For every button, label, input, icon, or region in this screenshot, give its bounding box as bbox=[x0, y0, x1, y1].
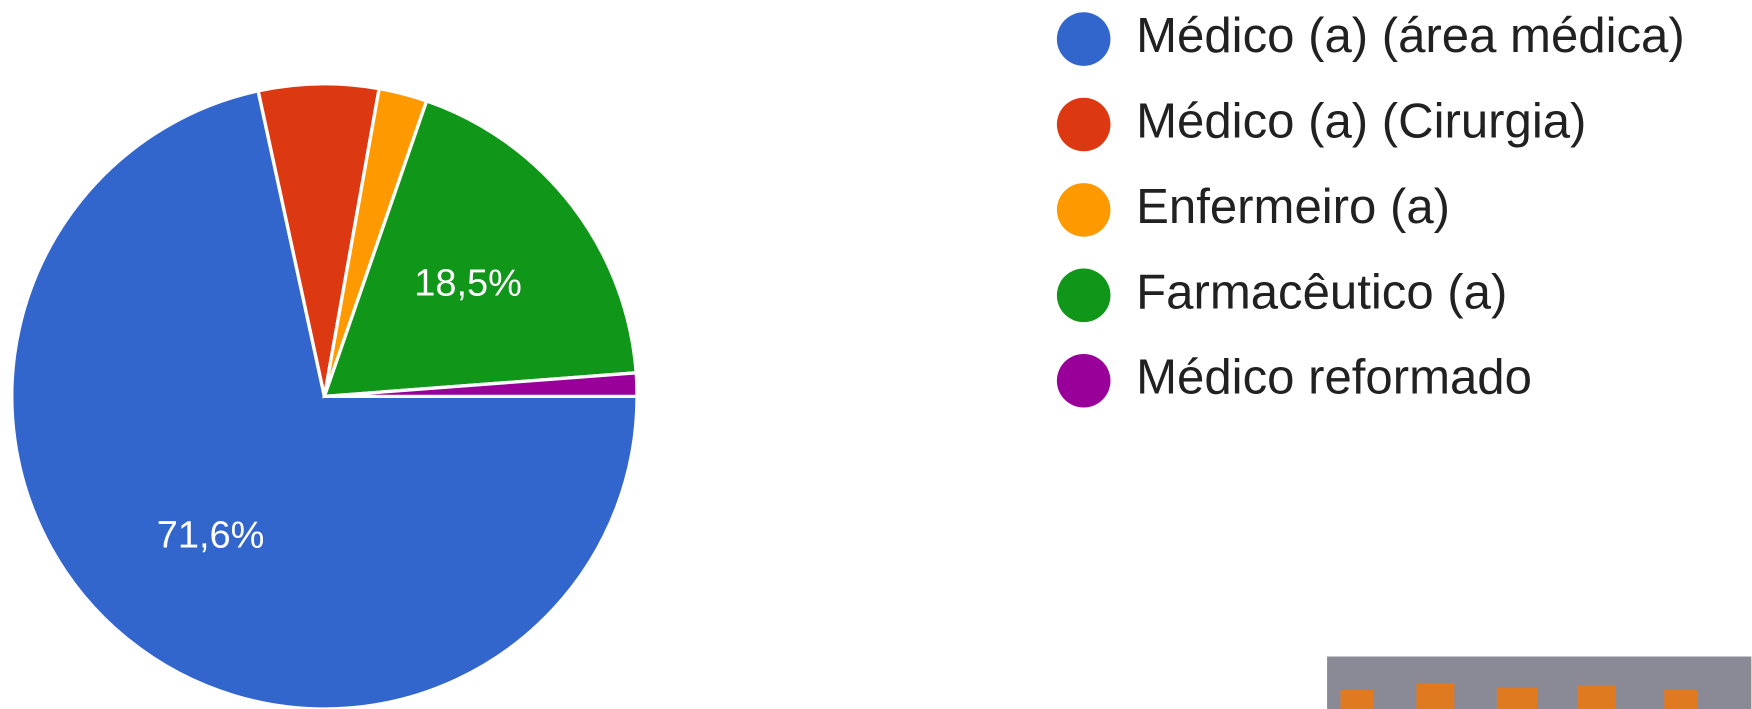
chart: 71,6% 18,5% Médico (a) (área médica) Médico… bbox=[0, 0, 1752, 709]
legend-swatch bbox=[1057, 98, 1111, 152]
value-label: 71,6% bbox=[157, 515, 265, 557]
logo-fragment bbox=[1327, 657, 1751, 709]
legend-swatch bbox=[1057, 354, 1111, 408]
legend-swatch bbox=[1057, 269, 1111, 323]
legend-swatch bbox=[1057, 12, 1111, 66]
legend-label: Farmacêutico (a) bbox=[1136, 265, 1507, 319]
legend-label: Médico (a) (Cirurgia) bbox=[1136, 94, 1586, 148]
legend-label: Enfermeiro (a) bbox=[1136, 180, 1450, 234]
legend-swatch bbox=[1057, 183, 1111, 237]
legend-label: Médico reformado bbox=[1136, 351, 1532, 405]
value-label: 18,5% bbox=[414, 263, 522, 305]
legend-label: Médico (a) (área médica) bbox=[1136, 9, 1685, 63]
